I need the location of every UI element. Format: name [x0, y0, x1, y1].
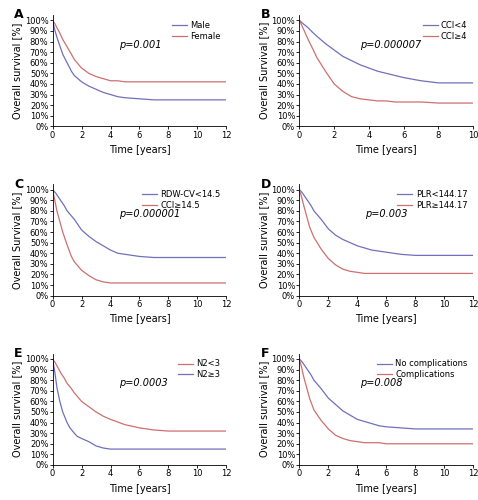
- Text: A: A: [14, 8, 24, 22]
- X-axis label: Time [years]: Time [years]: [356, 314, 417, 324]
- Legend: RDW-CV<14.5, CCI≥14.5: RDW-CV<14.5, CCI≥14.5: [141, 188, 222, 212]
- Text: F: F: [261, 347, 270, 360]
- Y-axis label: Overall survival [%]: Overall survival [%]: [259, 361, 269, 458]
- Text: B: B: [261, 8, 271, 22]
- Y-axis label: Overall survival [%]: Overall survival [%]: [12, 361, 22, 458]
- X-axis label: Time [years]: Time [years]: [356, 484, 417, 494]
- Legend: N2<3, N2≥3: N2<3, N2≥3: [176, 358, 222, 381]
- Text: p=0.000001: p=0.000001: [119, 209, 180, 219]
- Y-axis label: Overall survival [%]: Overall survival [%]: [12, 22, 22, 119]
- Legend: PLR<144.17, PLR≥144.17: PLR<144.17, PLR≥144.17: [396, 188, 469, 212]
- Y-axis label: Overall Survival [%]: Overall Survival [%]: [12, 192, 22, 288]
- Text: p=0.000007: p=0.000007: [360, 40, 422, 50]
- Text: C: C: [14, 178, 23, 190]
- X-axis label: Time [years]: Time [years]: [109, 484, 170, 494]
- X-axis label: Time [years]: Time [years]: [109, 314, 170, 324]
- Text: p=0.001: p=0.001: [119, 40, 161, 50]
- X-axis label: Time [years]: Time [years]: [109, 145, 170, 155]
- Text: p=0.003: p=0.003: [366, 209, 408, 219]
- Text: p=0.0003: p=0.0003: [119, 378, 167, 388]
- Y-axis label: Overall survival [%]: Overall survival [%]: [259, 192, 269, 288]
- Text: E: E: [14, 347, 23, 360]
- Text: D: D: [261, 178, 272, 190]
- Legend: CCI<4, CCI≥4: CCI<4, CCI≥4: [421, 19, 469, 42]
- Legend: No complications, Complications: No complications, Complications: [375, 358, 469, 381]
- Y-axis label: Overall Survival [%]: Overall Survival [%]: [259, 22, 269, 120]
- Legend: Male, Female: Male, Female: [170, 19, 222, 42]
- Text: p=0.008: p=0.008: [360, 378, 403, 388]
- X-axis label: Time [years]: Time [years]: [356, 145, 417, 155]
